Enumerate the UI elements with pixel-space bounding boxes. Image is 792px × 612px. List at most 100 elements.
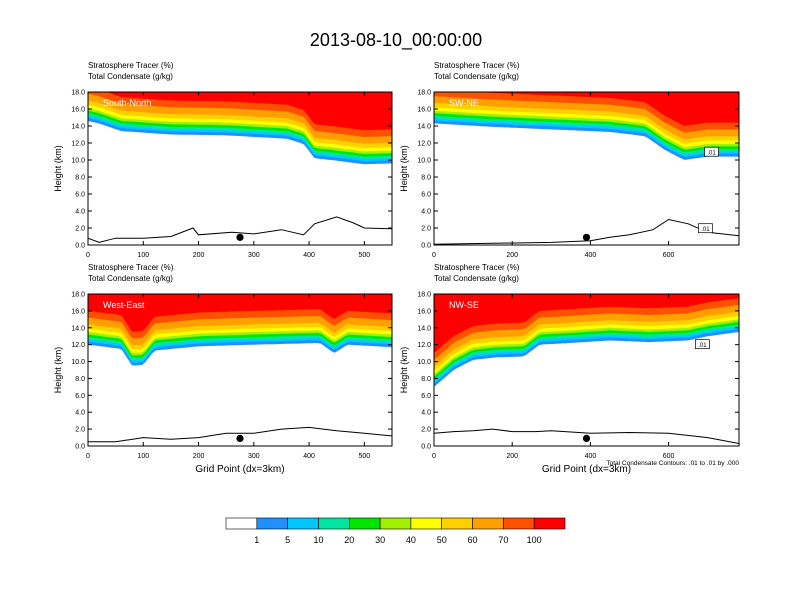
colorbar-label: 60 [468, 535, 478, 545]
y-tick-label: 2.0 [75, 226, 85, 233]
plot-frame [433, 91, 740, 246]
x-tick-label: 600 [663, 453, 675, 460]
colorbar-segment [441, 517, 473, 530]
y-tick-label: 14.0 [71, 325, 85, 332]
tracer-fill [434, 92, 739, 245]
x-tick-label: 0 [86, 453, 90, 460]
y-tick-label: 16.0 [417, 308, 431, 315]
y-tick-label: 16.0 [417, 107, 431, 114]
y-tick-label: 8.0 [421, 376, 431, 383]
panel-label: South-North [103, 98, 152, 108]
x-tick-label: 0 [432, 252, 436, 259]
terrain-line [88, 216, 392, 243]
y-tick-label: 12.0 [417, 141, 431, 148]
colorbar-segment [348, 517, 381, 530]
y-tick-label: 0.0 [421, 444, 431, 451]
y-tick-label: 10.0 [417, 158, 431, 165]
y-tick-label: 0.0 [421, 243, 431, 250]
colorbar-segment [379, 517, 412, 530]
y-tick-label: 16.0 [71, 107, 85, 114]
panel-2 [433, 91, 740, 246]
x-tick-label: 0 [86, 252, 90, 259]
location-marker [236, 434, 244, 442]
y-axis-label: Height (km) [53, 347, 63, 394]
x-tick-label: 0 [432, 453, 436, 460]
colorbar-label: 20 [344, 535, 354, 545]
y-tick-label: 8.0 [75, 175, 85, 182]
x-tick-label: 200 [193, 252, 205, 259]
y-tick-label: 6.0 [75, 393, 85, 400]
y-tick-label: 10.0 [417, 359, 431, 366]
x-tick-label: 300 [248, 252, 260, 259]
x-tick-label: 200 [193, 453, 205, 460]
x-tick-label: 200 [506, 453, 518, 460]
tracer-fill [88, 92, 392, 243]
panel-3 [87, 293, 393, 447]
contour-label: .01 [701, 227, 710, 233]
location-marker [236, 233, 244, 241]
y-tick-label: 4.0 [421, 209, 431, 216]
x-tick-label: 400 [303, 252, 315, 259]
y-tick-label: 14.0 [71, 124, 85, 131]
panel-title-condensate: Total Condensate (g/kg) [434, 72, 519, 81]
y-tick-label: 18.0 [71, 90, 85, 97]
panel-title-condensate: Total Condensate (g/kg) [88, 274, 173, 283]
y-tick-label: 4.0 [421, 410, 431, 417]
colorbar-segment [318, 517, 350, 530]
y-tick-label: 14.0 [417, 325, 431, 332]
y-tick-label: 4.0 [75, 410, 85, 417]
terrain-line [434, 428, 739, 444]
x-tick-label: 300 [248, 453, 260, 460]
y-tick-label: 4.0 [75, 209, 85, 216]
y-tick-label: 12.0 [417, 342, 431, 349]
panel-title-tracer: Stratosphere Tracer (%) [434, 61, 520, 70]
panel-title-condensate: Total Condensate (g/kg) [434, 274, 519, 283]
panel-title-tracer: Stratosphere Tracer (%) [434, 263, 520, 272]
x-axis-label: Grid Point (dx=3km) [195, 464, 284, 475]
x-axis-label: Grid Point (dx=3km) [542, 464, 631, 475]
colorbar-label: 10 [313, 535, 323, 545]
tracer-fill [88, 294, 392, 443]
y-tick-label: 14.0 [417, 124, 431, 131]
y-tick-label: 12.0 [71, 342, 85, 349]
y-tick-label: 2.0 [421, 427, 431, 434]
y-axis-label: Height (km) [399, 145, 409, 192]
contour-label-box [698, 223, 713, 234]
contour-footnote: Total Condensate Contours: .01 to .01 by… [606, 460, 739, 467]
plot-frame [87, 91, 393, 246]
location-marker [582, 233, 591, 241]
tracer-band-100 [434, 294, 739, 354]
y-tick-label: 8.0 [75, 376, 85, 383]
panel-title-tracer: Stratosphere Tracer (%) [88, 61, 174, 70]
y-tick-label: 6.0 [421, 192, 431, 199]
y-tick-label: 8.0 [421, 175, 431, 182]
x-tick-label: 100 [137, 453, 149, 460]
colorbar-segment [503, 517, 535, 530]
tracer-band-100 [434, 92, 739, 126]
contour-label: .01 [698, 343, 707, 349]
panel-label: NW-SE [449, 300, 479, 310]
y-axis-label: Height (km) [53, 145, 63, 192]
colorbar-label: 5 [285, 535, 290, 545]
y-tick-label: 16.0 [71, 308, 85, 315]
y-tick-label: 10.0 [71, 158, 85, 165]
y-axis-label: Height (km) [399, 347, 409, 394]
y-tick-label: 12.0 [71, 141, 85, 148]
x-tick-label: 400 [585, 252, 597, 259]
contour-label: .01 [707, 151, 716, 157]
x-tick-label: 200 [506, 252, 518, 259]
x-tick-label: 500 [359, 252, 371, 259]
figure-title: 2013-08-10_00:00:00 [309, 30, 483, 50]
colorbar-segment [533, 517, 566, 530]
y-tick-label: 18.0 [71, 292, 85, 299]
tracer-fill [434, 294, 739, 444]
x-tick-label: 400 [585, 453, 597, 460]
contour-label-box [704, 146, 719, 157]
panel-1 [87, 91, 393, 246]
terrain-line [434, 218, 739, 245]
colorbar-segment [256, 517, 288, 530]
plot-frame [87, 293, 393, 447]
x-tick-label: 500 [359, 453, 371, 460]
terrain-line [88, 426, 392, 443]
